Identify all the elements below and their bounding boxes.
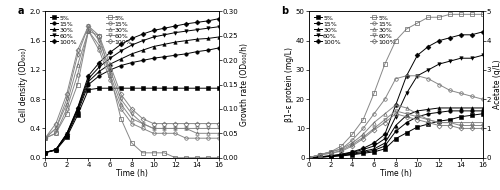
Text: b: b [281,6,288,16]
Y-axis label: Acetate (g/L): Acetate (g/L) [492,60,500,109]
Y-axis label: Cell density (OD₆₀₀): Cell density (OD₆₀₀) [19,47,28,122]
Legend: 5%, 15%, 30%, 60%, 100%: 5%, 15%, 30%, 60%, 100% [106,14,133,45]
Y-axis label: Growth rate (OD₆₀₀/h): Growth rate (OD₆₀₀/h) [240,43,249,126]
Legend: 5%, 15%, 30%, 60%, 100%: 5%, 15%, 30%, 60%, 100% [370,14,397,45]
X-axis label: Time (h): Time (h) [116,169,148,178]
Y-axis label: β1–ε protein (mg/L): β1–ε protein (mg/L) [286,47,294,122]
Text: a: a [17,6,24,16]
X-axis label: Time (h): Time (h) [380,169,412,178]
